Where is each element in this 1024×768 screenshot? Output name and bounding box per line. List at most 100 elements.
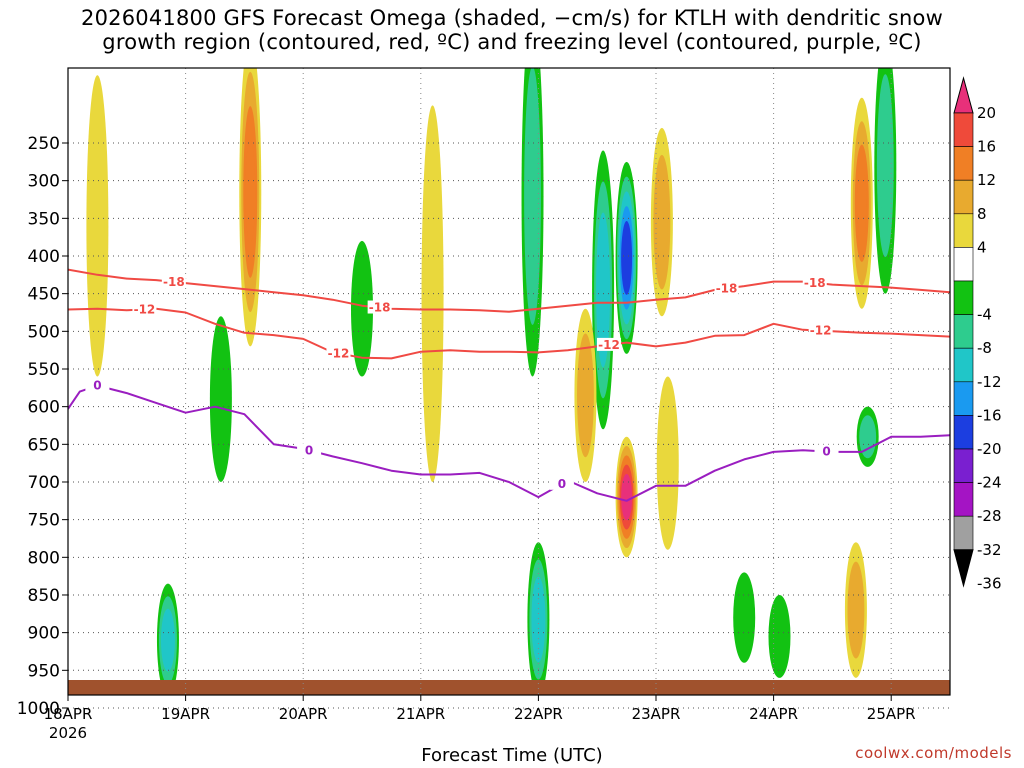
omega-shading (86, 68, 897, 695)
colorbar-bin (953, 314, 974, 349)
colorbar-bin (953, 213, 974, 248)
colorbar-label: -4 (977, 306, 992, 324)
y-tick-label: 400 (28, 247, 60, 267)
contour-label: 0 (822, 445, 830, 459)
omega-cell (660, 411, 676, 516)
colorbar-top-arrow (953, 76, 974, 114)
colorbar-label: -16 (977, 406, 1002, 424)
colorbar-bin (953, 415, 974, 450)
contour-label: -12 (598, 338, 620, 352)
y-tick-label: 850 (28, 586, 60, 606)
omega-cell (425, 180, 440, 407)
x-axis: 18APR 19APR 20APR 21APR 22APR 23APR 24APR 25APR… (44, 695, 916, 742)
contour-label: 0 (558, 477, 566, 491)
omega-cell (354, 268, 370, 350)
colorbar-label: -20 (977, 440, 1002, 458)
y-tick-label: 250 (28, 134, 60, 154)
chart-title-line2: growth region (contoured, red, ºC) and f… (102, 30, 922, 54)
contour-label-bg (814, 444, 839, 458)
y-tick-label: 600 (28, 398, 60, 418)
omega-cell (90, 135, 105, 317)
colorbar-bin (953, 381, 974, 416)
colorbar: 20 16 12 8 4 -4 -8 -12 -16 -20 -24 -28 -32 -36 (953, 76, 1002, 592)
colorbar-bin (953, 482, 974, 517)
x-tick-label: 25APR (867, 705, 916, 723)
omega-cell (736, 590, 752, 645)
y-tick-label: 450 (28, 285, 60, 305)
contour-labels: -18 -18 -18 -18 -12 -12 -12 -12 0 0 0 0 (85, 274, 839, 491)
omega-cell (622, 235, 631, 281)
contour-label: -18 (804, 276, 826, 290)
contour-label: -18 (716, 281, 738, 295)
x-year-label: 2026 (49, 724, 87, 742)
y-tick-label: 1000 (17, 699, 60, 719)
contour-label-bg (802, 275, 827, 289)
ground-fill (68, 680, 950, 695)
x-tick-label: 24APR (749, 705, 798, 723)
contour-label-bg (85, 378, 110, 392)
freezing-level-contour-0 (68, 384, 950, 502)
colorbar-bin (953, 112, 974, 147)
colorbar-label: -36 (977, 574, 1002, 592)
colorbar-label: 20 (977, 104, 996, 122)
contour-label: -18 (163, 275, 185, 289)
colorbar-label: -12 (977, 373, 1002, 391)
colorbar-label: -8 (977, 339, 992, 357)
y-tick-label: 500 (28, 322, 60, 342)
omega-cell (533, 593, 544, 646)
y-axis: 250 300 350 400 450 500 550 600 650 700 750 800 850 9… (17, 134, 68, 719)
contour-label: 0 (93, 379, 101, 393)
colorbar-label: 4 (977, 238, 987, 256)
plot-area (68, 68, 950, 695)
colorbar-bin (953, 179, 974, 215)
omega-cell (526, 118, 539, 274)
omega-cell (856, 168, 867, 239)
contour-label: -12 (134, 302, 156, 316)
dgz-contour-m12 (68, 307, 950, 360)
x-tick-label: 21APR (396, 705, 445, 723)
x-tick-label: 19APR (161, 705, 210, 723)
contour-label-bg (132, 302, 157, 316)
colorbar-bin (953, 146, 974, 181)
contour-label-bg (714, 281, 739, 295)
contour-label-bg (161, 274, 186, 288)
colorbar-bottom-arrow (953, 549, 974, 588)
colorbar-label: 16 (977, 138, 996, 156)
y-tick-label: 800 (28, 548, 60, 568)
contour-label: -18 (369, 301, 391, 315)
omega-cell (598, 243, 609, 337)
contour-label-bg (326, 346, 351, 360)
colorbar-bin (953, 448, 974, 483)
colorbar-label: -24 (977, 474, 1002, 492)
plot-border (67, 67, 951, 696)
y-tick-label: 550 (28, 360, 60, 380)
y-tick-label: 650 (28, 435, 60, 455)
contour-label: 0 (305, 443, 313, 457)
colorbar-label: 12 (977, 171, 996, 189)
omega-cell (213, 349, 229, 449)
omega-cell (622, 483, 631, 511)
omega-cell (879, 110, 892, 221)
colorbar-bin (953, 247, 974, 282)
contour-label-bg (549, 476, 574, 490)
x-tick-label: 20APR (279, 705, 328, 723)
y-tick-label: 350 (28, 209, 60, 229)
y-tick-label: 950 (28, 661, 60, 681)
chart-title: 2026041800 GFS Forecast Omega (shaded, −… (0, 6, 1024, 54)
x-tick-label: 22APR (514, 705, 563, 723)
omega-cell (245, 140, 256, 244)
y-tick-label: 900 (28, 624, 60, 644)
contour-label: -12 (328, 346, 350, 360)
contour-label-bg (808, 323, 833, 337)
credit-link[interactable]: coolwx.com/models (855, 744, 1012, 762)
omega-cell (162, 621, 173, 660)
plot-frame (67, 67, 951, 696)
grid-lines (68, 68, 950, 709)
y-tick-label: 300 (28, 172, 60, 192)
chart-title-line1: 2026041800 GFS Forecast Omega (shaded, −… (81, 6, 943, 30)
y-tick-label: 750 (28, 511, 60, 531)
omega-cell (772, 611, 787, 662)
colorbar-label: 8 (977, 205, 987, 223)
colorbar-label: -32 (977, 541, 1002, 559)
